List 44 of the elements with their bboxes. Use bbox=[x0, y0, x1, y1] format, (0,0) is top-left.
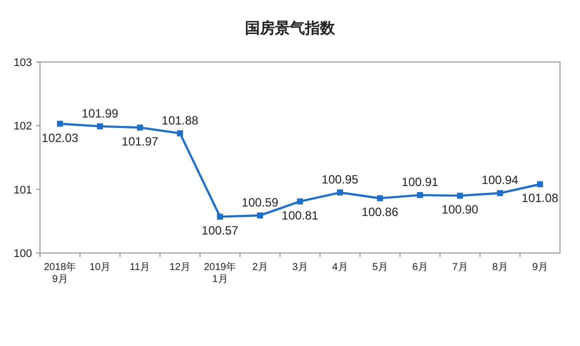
point bbox=[417, 192, 423, 198]
x-tick-label: 6月 bbox=[412, 262, 428, 273]
point bbox=[97, 123, 103, 130]
data-label: 100.59 bbox=[242, 195, 279, 210]
x-tick-label: 11月 bbox=[130, 262, 150, 273]
point bbox=[337, 190, 343, 196]
x-tick-label: 9月 bbox=[532, 262, 548, 273]
data-label: 100.57 bbox=[202, 224, 239, 238]
point bbox=[377, 195, 383, 202]
data-label: 101.88 bbox=[162, 113, 199, 128]
data-label: 100.81 bbox=[282, 208, 319, 222]
x-tick-label: 5月 bbox=[372, 262, 388, 273]
x-tick-label: 3月 bbox=[292, 262, 308, 273]
data-label: 100.86 bbox=[362, 205, 399, 220]
data-label: 100.94 bbox=[482, 173, 519, 188]
x-tick-label: 8月 bbox=[492, 262, 508, 273]
data-label: 102.03 bbox=[42, 130, 79, 145]
x-tick-label: 2月 bbox=[252, 262, 268, 273]
data-label: 101.99 bbox=[82, 106, 119, 120]
point bbox=[497, 190, 503, 196]
data-label: 100.95 bbox=[322, 172, 359, 187]
x-tick-label: 7月 bbox=[452, 262, 468, 273]
chart-title: 国房景气指数 bbox=[245, 19, 336, 37]
x-tick-label: 2019年 1月 bbox=[204, 261, 236, 285]
data-label: 100.91 bbox=[402, 175, 439, 190]
point bbox=[137, 124, 143, 131]
x-tick-label: 4月 bbox=[332, 262, 348, 273]
x-tick-label: 12月 bbox=[169, 262, 191, 273]
point bbox=[217, 214, 223, 220]
y-tick-label: 103 bbox=[14, 57, 32, 69]
point bbox=[297, 198, 303, 204]
x-tick-label: 2018年 9月 bbox=[44, 261, 76, 285]
y-tick-label: 100 bbox=[14, 248, 32, 260]
data-label: 100.90 bbox=[442, 202, 479, 217]
point bbox=[177, 130, 183, 136]
x-tick-label: 10月 bbox=[89, 262, 111, 273]
point bbox=[257, 212, 263, 218]
point bbox=[537, 181, 543, 188]
point bbox=[457, 192, 463, 199]
point bbox=[57, 120, 63, 127]
data-label: 101.08 bbox=[522, 191, 559, 206]
y-tick-label: 101 bbox=[14, 184, 32, 196]
y-tick-label: 102 bbox=[14, 120, 32, 133]
data-label: 101.97 bbox=[122, 134, 159, 149]
